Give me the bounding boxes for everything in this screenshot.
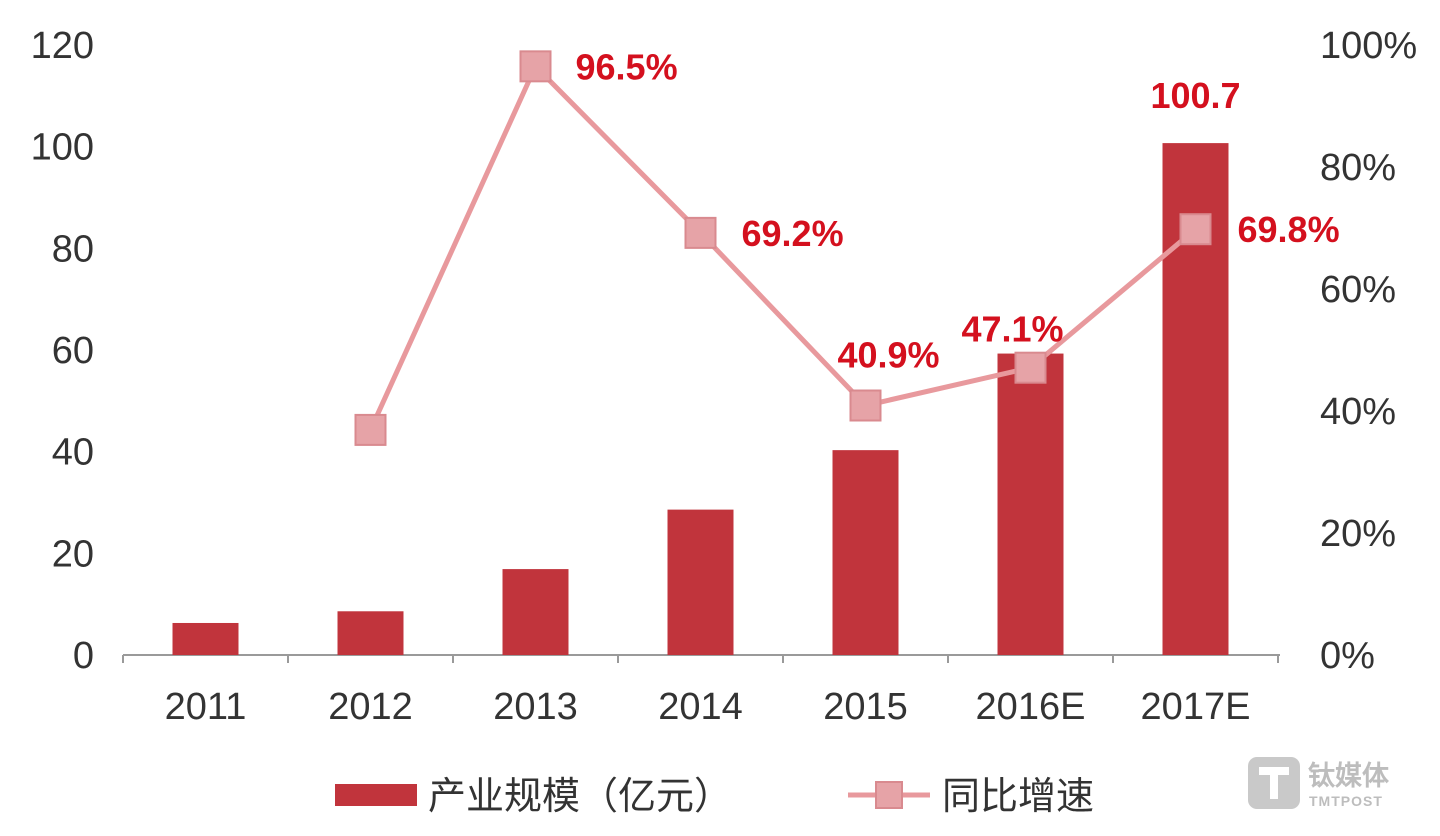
bar bbox=[832, 450, 899, 655]
y-right-tick-label: 60% bbox=[1320, 269, 1396, 311]
legend-bar-swatch bbox=[335, 784, 417, 806]
y-right-tick-label: 20% bbox=[1320, 513, 1396, 555]
x-tick-label: 2011 bbox=[165, 686, 247, 728]
growth-marker bbox=[1014, 351, 1047, 384]
y-left-tick-label: 100 bbox=[31, 127, 94, 169]
x-tick-label: 2015 bbox=[823, 686, 908, 728]
growth-data-label: 69.8% bbox=[1238, 209, 1340, 250]
growth-marker bbox=[1179, 213, 1212, 246]
growth-data-label: 69.2% bbox=[742, 213, 844, 254]
x-tick-label: 2014 bbox=[658, 686, 743, 728]
bar-data-label: 100.7 bbox=[1150, 75, 1240, 116]
bar bbox=[337, 611, 404, 655]
x-tick-label: 2013 bbox=[493, 686, 578, 728]
legend-line-label: 同比增速 bbox=[942, 776, 1094, 818]
y-left-tick-label: 60 bbox=[52, 330, 94, 372]
growth-marker bbox=[684, 216, 717, 249]
legend: 产业规模（亿元） 同比增速 bbox=[335, 776, 1094, 818]
x-tick-label: 2012 bbox=[328, 686, 413, 728]
y-left-tick-label: 40 bbox=[52, 432, 94, 474]
growth-marker bbox=[519, 50, 552, 83]
y-right-tick-label: 40% bbox=[1320, 391, 1396, 433]
growth-marker bbox=[354, 413, 387, 446]
watermark-logo: 钛媒体 TMTPOST bbox=[1248, 757, 1390, 809]
growth-data-label: 47.1% bbox=[961, 309, 1063, 350]
bar bbox=[172, 622, 239, 655]
legend-line-marker bbox=[875, 781, 903, 809]
watermark-name: 钛媒体 bbox=[1308, 760, 1390, 792]
bar bbox=[667, 509, 734, 655]
growth-data-label: 40.9% bbox=[837, 335, 939, 376]
y-right-tick-label: 0% bbox=[1320, 635, 1375, 677]
watermark-t-icon-stem bbox=[1270, 767, 1278, 799]
growth-marker bbox=[849, 389, 882, 422]
x-tick-label: 2016E bbox=[976, 686, 1086, 728]
y-left-tick-label: 80 bbox=[52, 228, 94, 270]
bar bbox=[997, 353, 1064, 655]
y-left-tick-label: 120 bbox=[31, 25, 94, 67]
x-axis bbox=[122, 654, 1280, 663]
growth-line bbox=[368, 63, 1198, 431]
bar bbox=[502, 569, 569, 655]
chart-marks: 0 20 40 60 80 100 120 0% 20% 40% 60% 80% 100% 2011 201… bbox=[31, 25, 1418, 728]
growth-data-label: 96.5% bbox=[576, 46, 678, 87]
y-left-tick-label: 0 bbox=[73, 635, 94, 677]
y-left-tick-label: 20 bbox=[52, 533, 94, 575]
x-tick-label: 2017E bbox=[1141, 686, 1251, 728]
y-right-tick-label: 100% bbox=[1320, 25, 1417, 67]
legend-bar-label: 产业规模（亿元） bbox=[428, 776, 732, 818]
watermark-sub: TMTPOST bbox=[1309, 793, 1383, 809]
y-right-tick-label: 80% bbox=[1320, 147, 1396, 189]
